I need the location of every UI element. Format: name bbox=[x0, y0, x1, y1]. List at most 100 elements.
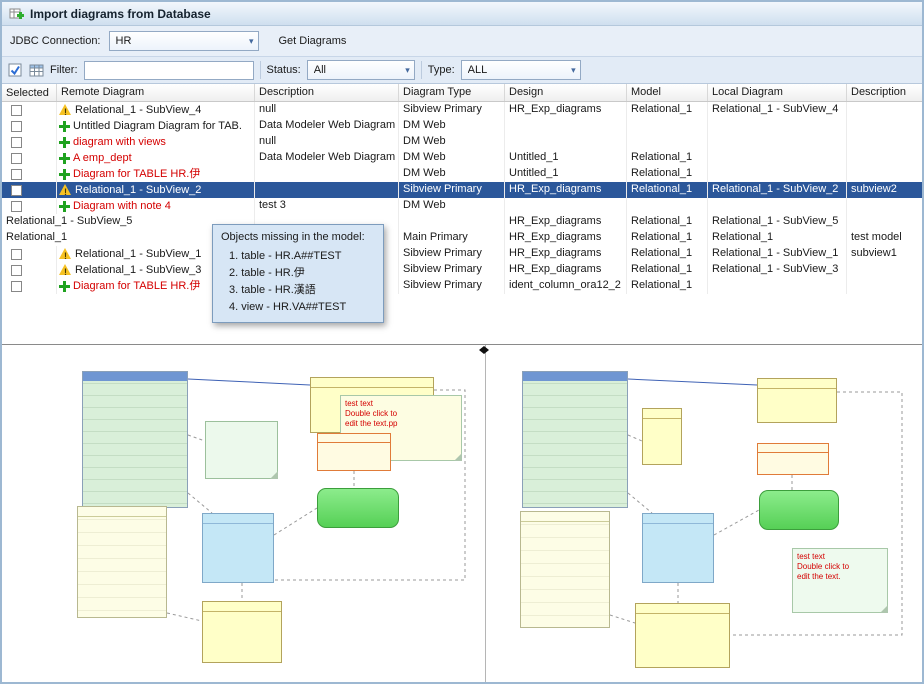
cell-local: Relational_1 - SubView_1 bbox=[708, 246, 847, 262]
diagram-box-ctable[interactable] bbox=[642, 513, 714, 583]
row-checkbox[interactable] bbox=[11, 200, 22, 212]
cell-description2 bbox=[847, 278, 922, 294]
import-diagram-icon bbox=[8, 6, 24, 22]
row-checkbox[interactable] bbox=[11, 168, 22, 180]
pane-splitter[interactable] bbox=[479, 345, 489, 682]
remote-diagram-name: Relational_1 bbox=[6, 231, 68, 243]
diagram-box-entity[interactable] bbox=[522, 371, 628, 508]
diagram-box-header bbox=[203, 602, 281, 612]
diagram-box-ytable[interactable] bbox=[642, 408, 682, 465]
diagrams-table: Selected Remote Diagram Description Diagram… bbox=[2, 84, 922, 344]
column-header[interactable]: Description bbox=[255, 84, 399, 101]
get-diagrams-button[interactable]: Get Diagrams bbox=[278, 35, 347, 47]
diagram-box-header bbox=[523, 372, 627, 381]
diagram-box-entity[interactable] bbox=[82, 371, 188, 508]
diagram-box-round[interactable] bbox=[759, 490, 839, 530]
table-header: Selected Remote Diagram Description Diagram… bbox=[2, 84, 922, 102]
diagram-box-ytable[interactable] bbox=[202, 601, 282, 663]
cell-local bbox=[708, 118, 847, 134]
connection-bar: JDBC Connection: HR ▾ Get Diagrams bbox=[2, 26, 922, 56]
type-select[interactable]: ALL ▾ bbox=[460, 60, 581, 80]
table-row[interactable]: Relational_1 - SubView_1 Sibview PrimaryH… bbox=[2, 246, 922, 262]
chevron-down-icon: ▾ bbox=[248, 35, 254, 46]
toolbar-divider bbox=[420, 61, 422, 79]
row-checkbox[interactable] bbox=[11, 264, 22, 276]
cell-model: Relational_1 bbox=[627, 150, 708, 166]
column-header[interactable]: Remote Diagram bbox=[57, 84, 255, 101]
diagram-box-header bbox=[311, 378, 433, 388]
missing-objects-tooltip: Objects missing in the model: 1. table -… bbox=[212, 224, 384, 323]
remote-diagram-name: Relational_1 - SubView_2 bbox=[75, 183, 202, 196]
cell-design: Untitled_1 bbox=[505, 150, 627, 166]
row-checkbox[interactable] bbox=[11, 280, 22, 292]
cell-design bbox=[505, 198, 627, 214]
diagram-box-ptable[interactable] bbox=[520, 511, 610, 628]
table-row[interactable]: Untitled Diagram Diagram for TAB. Data Mo… bbox=[2, 118, 922, 134]
remote-diagram-name: Diagram for TABLE HR.伊 bbox=[73, 279, 201, 292]
table-row[interactable]: Relational_1 - SubView_2 Sibview PrimaryH… bbox=[2, 182, 922, 198]
column-header[interactable]: Local Diagram bbox=[708, 84, 847, 101]
diagram-box-header bbox=[758, 379, 836, 389]
filter-input[interactable] bbox=[83, 60, 254, 80]
cell-description2 bbox=[847, 102, 922, 118]
remote-diagram-name: Diagram with note 4 bbox=[73, 199, 171, 212]
column-header[interactable]: Description bbox=[851, 86, 907, 98]
diagram-box-ytable[interactable] bbox=[635, 603, 730, 668]
diagram-note[interactable] bbox=[205, 421, 278, 479]
table-row[interactable]: A emp_dept Data Modeler Web Diagram DM Web… bbox=[2, 150, 922, 166]
table-row[interactable]: diagram with views null DM Web bbox=[2, 134, 922, 150]
add-icon bbox=[59, 280, 70, 292]
diagram-box-round[interactable] bbox=[317, 488, 399, 528]
diagram-box-ctable[interactable] bbox=[202, 513, 274, 583]
status-select[interactable]: All ▾ bbox=[306, 60, 415, 80]
cell-description: Data Modeler Web Diagram bbox=[255, 150, 399, 166]
cell-diagram_type: DM Web bbox=[399, 118, 505, 134]
select-all-icon[interactable] bbox=[8, 63, 23, 78]
row-checkbox[interactable] bbox=[11, 104, 22, 116]
add-icon bbox=[59, 168, 70, 180]
cell-model: Relational_1 bbox=[627, 102, 708, 118]
tooltip-title: Objects missing in the model: bbox=[221, 231, 365, 243]
diagram-text-note[interactable]: test text Double click to edit the text. bbox=[792, 548, 888, 613]
title-bar[interactable]: Import diagrams from Database bbox=[2, 2, 922, 26]
tooltip-item: 1. table - HR.A##TEST bbox=[229, 250, 342, 262]
splitter-arrows-icon[interactable] bbox=[479, 346, 489, 354]
cell-description bbox=[255, 278, 399, 294]
diagram-box-header bbox=[643, 514, 713, 524]
table-row[interactable]: Diagram for TABLE HR.伊 DM Web Untitled_1 Re… bbox=[2, 166, 922, 182]
table-row[interactable]: Diagram for TABLE HR.伊 Sibview Primary ide… bbox=[2, 278, 922, 294]
jdbc-connection-select[interactable]: HR ▾ bbox=[108, 31, 259, 51]
column-header[interactable]: Diagram Type bbox=[399, 84, 505, 101]
cell-model bbox=[627, 118, 708, 134]
diagram-box-orange[interactable] bbox=[317, 433, 391, 471]
row-checkbox[interactable] bbox=[11, 184, 22, 196]
cell-description2 bbox=[847, 150, 922, 166]
remote-diagram-name: diagram with views bbox=[73, 135, 166, 148]
table-row[interactable]: Relational_1 - SubView_5 HR_Exp_diagrams R… bbox=[2, 214, 922, 230]
row-checkbox[interactable] bbox=[11, 248, 22, 260]
diagram-box-ytable[interactable] bbox=[757, 378, 837, 423]
cell-diagram_type: Sibview Primary bbox=[399, 278, 505, 294]
row-checkbox[interactable] bbox=[11, 136, 22, 148]
diagram-box-header bbox=[203, 514, 273, 524]
columns-grid-icon[interactable] bbox=[29, 63, 44, 78]
cell-description2: test model bbox=[851, 231, 902, 243]
cell-design: HR_Exp_diagrams bbox=[505, 182, 627, 198]
column-header[interactable]: Design bbox=[505, 84, 627, 101]
cell-local bbox=[708, 150, 847, 166]
column-header[interactable]: Selected bbox=[2, 84, 57, 101]
remote-diagram-name: Relational_1 - SubView_5 bbox=[6, 215, 133, 227]
diagram-box-header bbox=[636, 604, 729, 614]
row-checkbox[interactable] bbox=[11, 120, 22, 132]
column-header[interactable]: Model bbox=[627, 84, 708, 101]
cell-design bbox=[505, 118, 627, 134]
table-row[interactable]: Relational_1 - SubView_3 Sibview PrimaryH… bbox=[2, 262, 922, 278]
cell-model: Relational_1 bbox=[627, 246, 708, 262]
diagram-box-ptable[interactable] bbox=[77, 506, 167, 618]
table-row[interactable]: Relational_1 Main Primary HR_Exp_diagrams R… bbox=[2, 230, 922, 246]
diagram-box-orange[interactable] bbox=[757, 443, 829, 475]
table-row[interactable]: Diagram with note 4 test 3 DM Web bbox=[2, 198, 922, 214]
row-checkbox[interactable] bbox=[11, 152, 22, 164]
remote-diagram-name: Untitled Diagram Diagram for TAB. bbox=[73, 119, 242, 132]
